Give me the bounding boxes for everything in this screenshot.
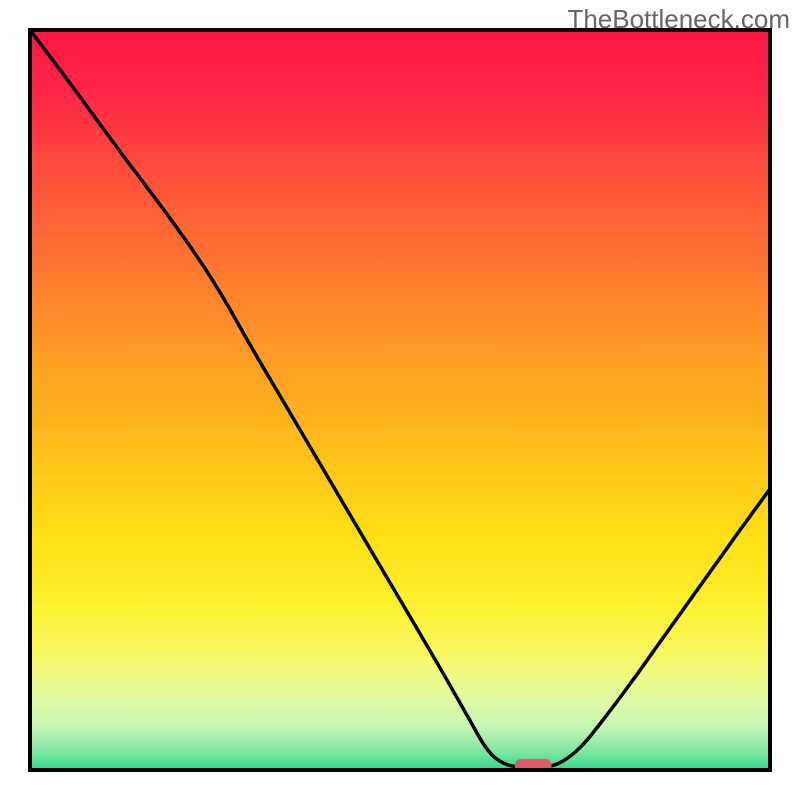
watermark-text: TheBottleneck.com [567,4,790,35]
bottleneck-chart [0,0,800,800]
gradient-background [30,30,770,770]
chart-container: TheBottleneck.com [0,0,800,800]
